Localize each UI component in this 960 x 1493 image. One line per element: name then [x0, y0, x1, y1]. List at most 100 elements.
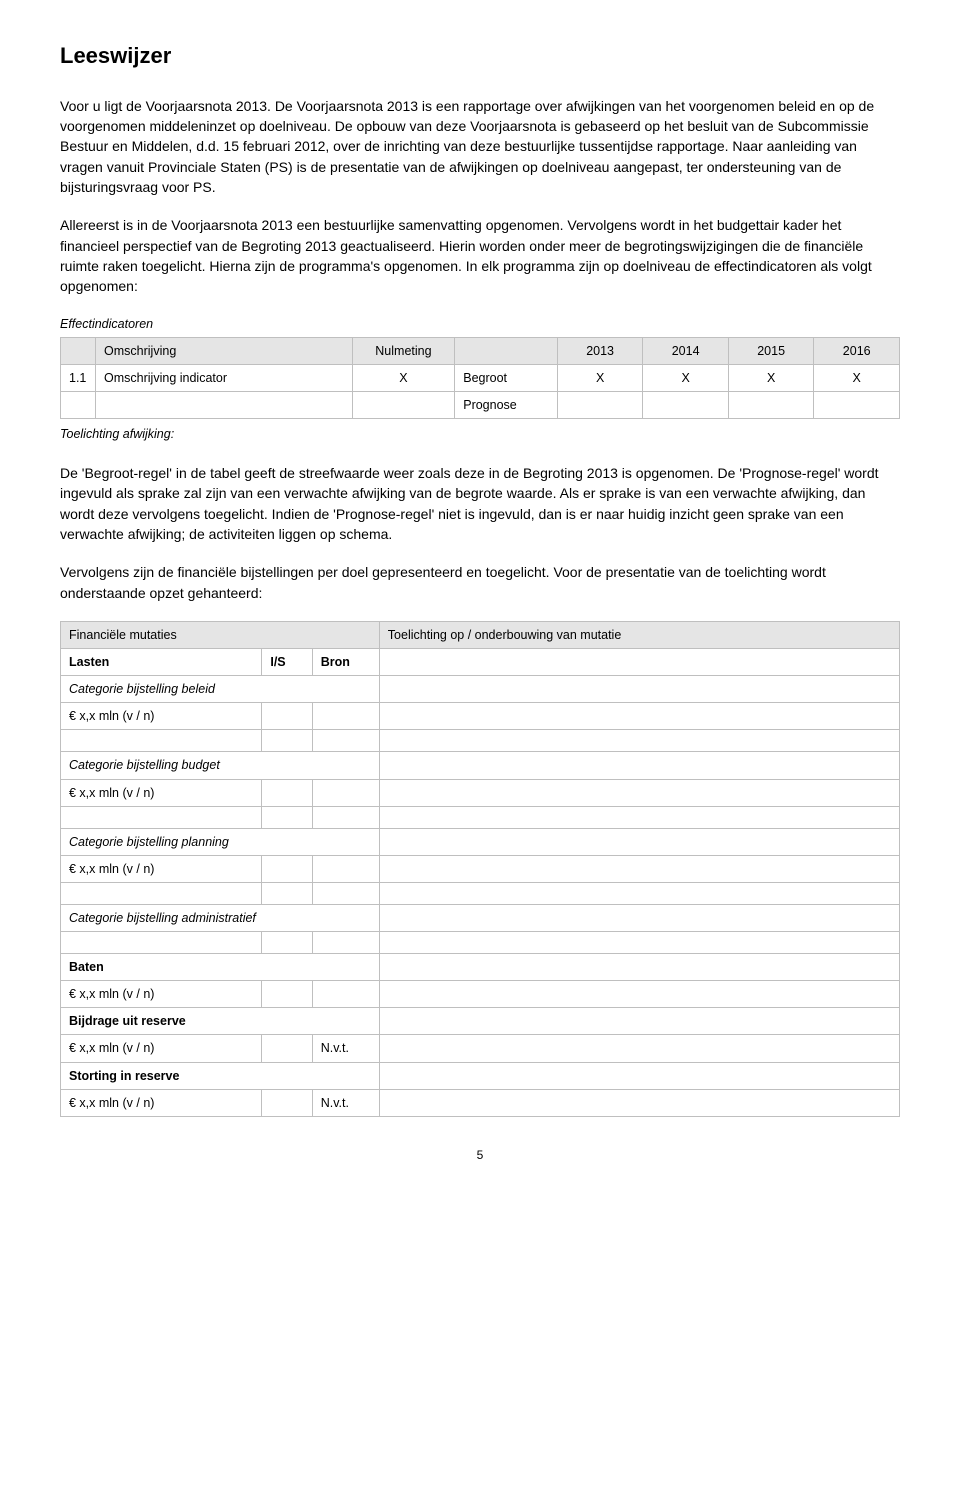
table-row: € x,x mln (v / n): [61, 981, 900, 1008]
table-row: Baten: [61, 954, 900, 981]
table-row: Storting in reserve: [61, 1062, 900, 1089]
cell-blank: [262, 779, 312, 806]
cell-amount: € x,x mln (v / n): [61, 855, 262, 882]
cell-blank: [262, 730, 312, 752]
cell-blank: [379, 904, 899, 931]
paragraph-4: Vervolgens zijn de financiële bijstellin…: [60, 562, 900, 603]
cell-blank: [262, 932, 312, 954]
table-row: 1.1 Omschrijving indicator X Begroot X X…: [61, 364, 900, 391]
hdr-2014: 2014: [643, 337, 729, 364]
cell-blank: [262, 981, 312, 1008]
cell-blank: [379, 1035, 899, 1062]
financiele-mutaties-table: Financiële mutaties Toelichting op / ond…: [60, 621, 900, 1117]
cell-blank: [262, 703, 312, 730]
cell-nul: X: [352, 364, 455, 391]
paragraph-2: Allereerst is in de Voorjaarsnota 2013 e…: [60, 215, 900, 296]
cell-blank: [557, 391, 643, 418]
cell-blank: [312, 806, 379, 828]
cell-blank: [379, 981, 899, 1008]
cell-nvt: N.v.t.: [312, 1089, 379, 1116]
cell-blank: [312, 779, 379, 806]
cell-amount: € x,x mln (v / n): [61, 1035, 262, 1062]
cell-blank: [814, 391, 900, 418]
cell-blank: [61, 391, 96, 418]
hdr-toelichting: Toelichting op / onderbouwing van mutati…: [379, 621, 899, 648]
cell-cat-planning: Categorie bijstelling planning: [61, 828, 380, 855]
cell-blank: [61, 932, 262, 954]
cell-amount: € x,x mln (v / n): [61, 981, 262, 1008]
cell-blank: [312, 703, 379, 730]
cell-blank: [96, 391, 353, 418]
cell-bijdrage: Bijdrage uit reserve: [61, 1008, 380, 1035]
cell-blank: [379, 676, 899, 703]
table-row: Prognose: [61, 391, 900, 418]
cell-blank: [262, 1089, 312, 1116]
hdr-2016: 2016: [814, 337, 900, 364]
cell-blank: [262, 1035, 312, 1062]
cell-lasten: Lasten: [61, 649, 262, 676]
cell-storting: Storting in reserve: [61, 1062, 380, 1089]
cell-blank: [61, 730, 262, 752]
cell-nvt: N.v.t.: [312, 1035, 379, 1062]
cell-blank: [728, 391, 814, 418]
hdr-2015: 2015: [728, 337, 814, 364]
table-header-row: Omschrijving Nulmeting 2013 2014 2015 20…: [61, 337, 900, 364]
cell-blank: [379, 752, 899, 779]
table-row: € x,x mln (v / n): [61, 779, 900, 806]
hdr-blank: [61, 337, 96, 364]
cell-2015: X: [728, 364, 814, 391]
cell-baten: Baten: [61, 954, 380, 981]
table-row: Categorie bijstelling budget: [61, 752, 900, 779]
effectindicatoren-table: Omschrijving Nulmeting 2013 2014 2015 20…: [60, 337, 900, 419]
cell-amount: € x,x mln (v / n): [61, 779, 262, 806]
hdr-financiele-mutaties: Financiële mutaties: [61, 621, 380, 648]
cell-blank: [379, 828, 899, 855]
cell-bron: Bron: [312, 649, 379, 676]
effectindicatoren-label: Effectindicatoren: [60, 315, 900, 333]
cell-blank: [312, 882, 379, 904]
cell-blank: [643, 391, 729, 418]
cell-amount: € x,x mln (v / n): [61, 703, 262, 730]
cell-blank: [379, 954, 899, 981]
cell-blank: [262, 882, 312, 904]
table-row: Categorie bijstelling beleid: [61, 676, 900, 703]
cell-2016: X: [814, 364, 900, 391]
cell-2014: X: [643, 364, 729, 391]
cell-is: I/S: [262, 649, 312, 676]
paragraph-3: De 'Begroot-regel' in de tabel geeft de …: [60, 463, 900, 544]
cell-blank: [379, 882, 899, 904]
cell-blank: [379, 1062, 899, 1089]
cell-blank: [379, 932, 899, 954]
cell-blank: [262, 806, 312, 828]
cell-type: Prognose: [455, 391, 558, 418]
table-row: [61, 806, 900, 828]
cell-blank: [379, 703, 899, 730]
table-row: [61, 882, 900, 904]
cell-cat-beleid: Categorie bijstelling beleid: [61, 676, 380, 703]
table-row: Categorie bijstelling planning: [61, 828, 900, 855]
cell-blank: [352, 391, 455, 418]
cell-blank: [312, 981, 379, 1008]
cell-blank: [379, 1089, 899, 1116]
hdr-blank2: [455, 337, 558, 364]
cell-blank: [312, 730, 379, 752]
hdr-2013: 2013: [557, 337, 643, 364]
table-row: Bijdrage uit reserve: [61, 1008, 900, 1035]
cell-blank: [379, 855, 899, 882]
hdr-omschrijving: Omschrijving: [96, 337, 353, 364]
cell-blank: [61, 806, 262, 828]
table-row: [61, 932, 900, 954]
table-row: € x,x mln (v / n): [61, 703, 900, 730]
page-title: Leeswijzer: [60, 40, 900, 72]
cell-2013: X: [557, 364, 643, 391]
table-row: [61, 730, 900, 752]
hdr-nulmeting: Nulmeting: [352, 337, 455, 364]
cell-cat-budget: Categorie bijstelling budget: [61, 752, 380, 779]
table-header-row: Financiële mutaties Toelichting op / ond…: [61, 621, 900, 648]
cell-num: 1.1: [61, 364, 96, 391]
cell-blank: [379, 649, 899, 676]
cell-amount: € x,x mln (v / n): [61, 1089, 262, 1116]
cell-desc: Omschrijving indicator: [96, 364, 353, 391]
table-row: € x,x mln (v / n) N.v.t.: [61, 1089, 900, 1116]
cell-blank: [61, 882, 262, 904]
